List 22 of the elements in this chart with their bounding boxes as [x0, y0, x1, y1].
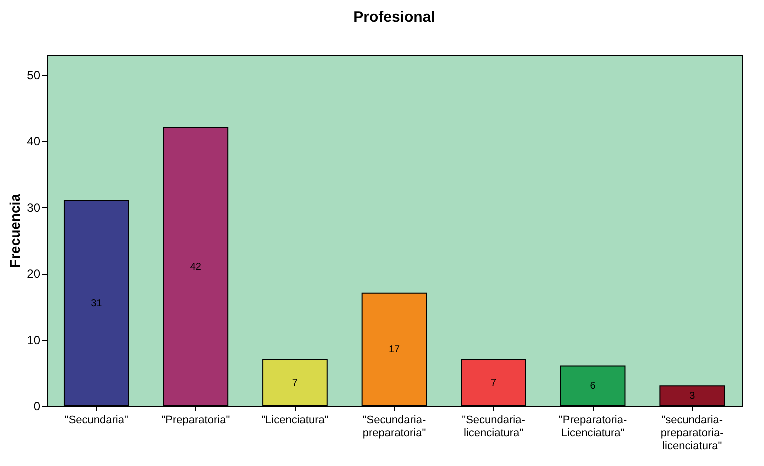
data-label: 31 [91, 298, 103, 310]
x-tick-label: "Licenciatura" [262, 414, 329, 426]
y-tick-label: 0 [34, 400, 41, 414]
data-label: 7 [491, 378, 498, 389]
data-label: 3 [690, 391, 696, 402]
x-tick-label: "Secundaria-preparatoria" [362, 414, 426, 440]
data-label: 7 [292, 378, 298, 389]
x-tick-label: "Preparatoria-Licenciatura" [559, 414, 628, 440]
y-tick-label: 50 [27, 68, 41, 82]
y-axis-title: Frecuencia [7, 194, 24, 268]
x-tick-label: "Secundaria" [64, 414, 128, 426]
data-label: 6 [590, 381, 596, 392]
data-label: 17 [388, 344, 400, 356]
x-tick-label: "Preparatoria" [162, 414, 230, 426]
y-tick-label: 10 [27, 333, 41, 348]
x-tick-label: "secundaria-preparatoria-licenciatura" [660, 414, 724, 452]
y-tick-label: 20 [27, 267, 41, 282]
data-label: 42 [190, 262, 202, 273]
y-tick-label: 40 [27, 134, 41, 149]
chart-title: Profesional [354, 9, 436, 26]
x-tick-label: "Secundaria-licenciatura" [462, 414, 526, 440]
y-tick-label: 30 [27, 200, 41, 215]
